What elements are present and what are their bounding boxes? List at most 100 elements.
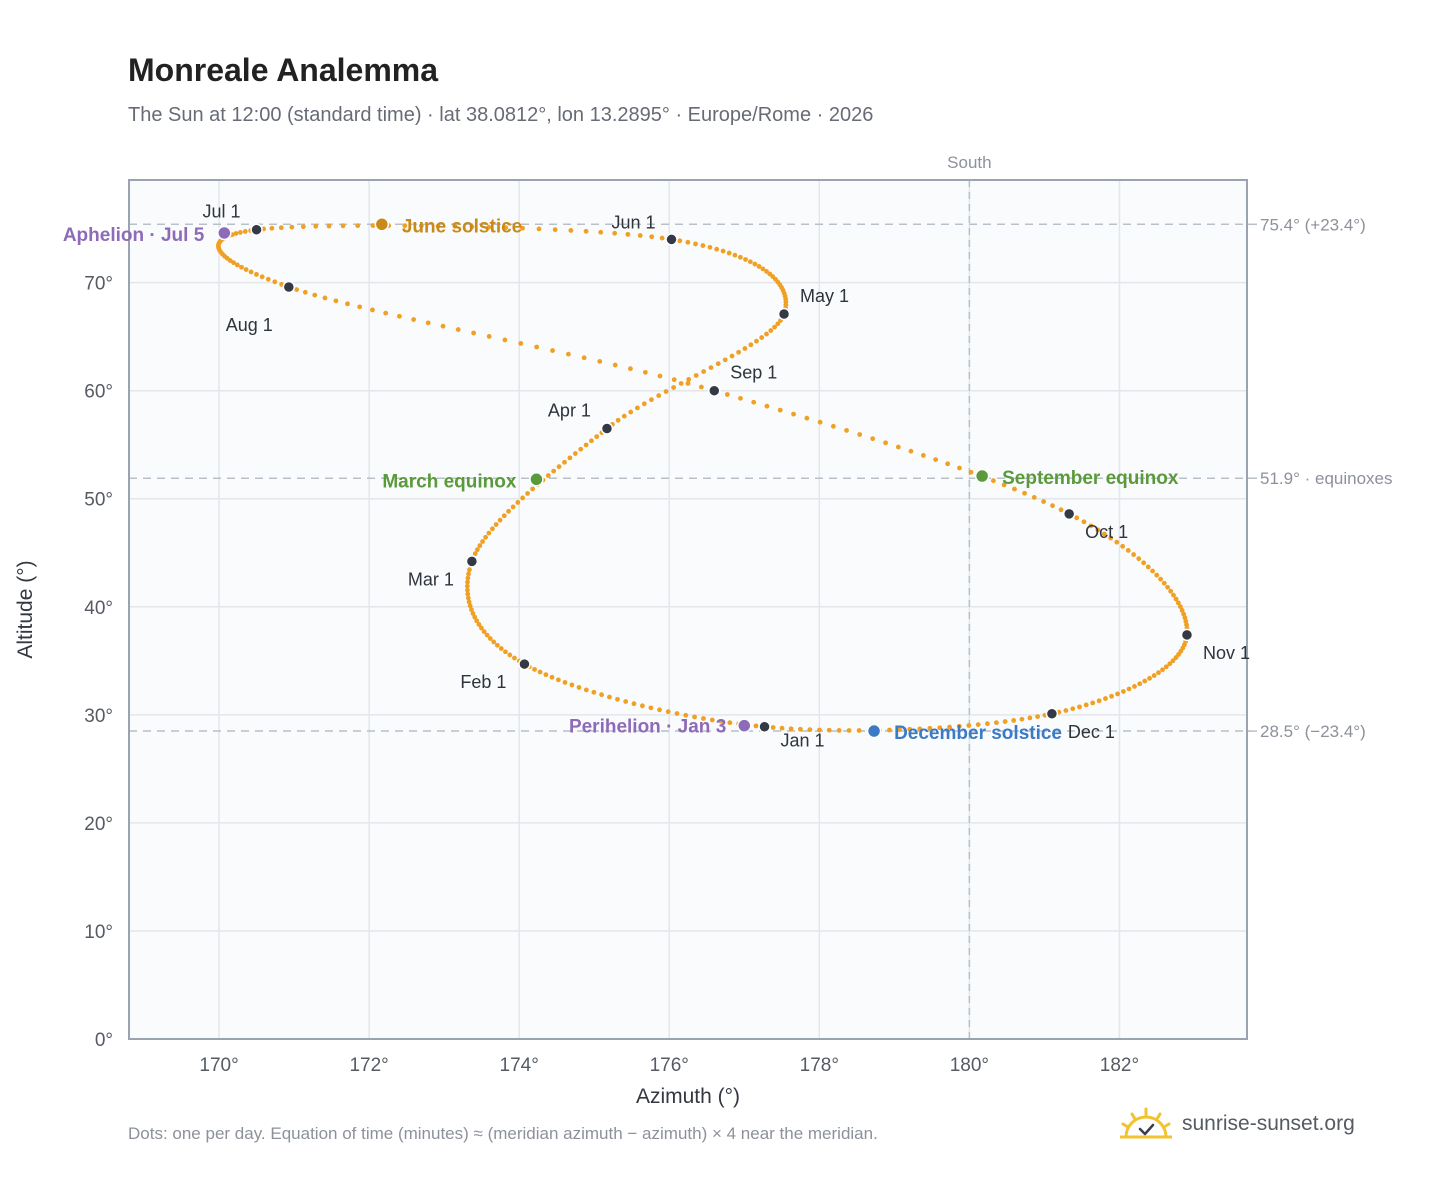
daily-sun-dot <box>663 389 669 394</box>
daily-sun-dot <box>515 500 521 505</box>
daily-sun-dot <box>665 709 671 715</box>
daily-sun-dot <box>836 727 842 733</box>
daily-sun-dot <box>254 271 259 277</box>
daily-sun-dot <box>754 338 759 344</box>
daily-sun-dot <box>326 223 332 229</box>
daily-sun-dot <box>525 491 530 496</box>
daily-sun-dot <box>1012 486 1017 492</box>
daily-sun-dot <box>243 267 249 272</box>
daily-sun-dot <box>493 522 499 527</box>
daily-sun-dot <box>628 409 634 415</box>
daily-sun-dot <box>556 464 562 470</box>
month-marker <box>282 280 296 294</box>
daily-sun-dot <box>715 361 721 367</box>
x-tick-label: 174° <box>500 1055 539 1076</box>
daily-sun-dot <box>300 224 306 230</box>
x-tick-label: 178° <box>800 1055 839 1076</box>
daily-sun-dot <box>1002 719 1008 724</box>
daily-sun-dot <box>1160 667 1165 673</box>
daily-sun-dot <box>685 380 691 386</box>
daily-sun-dot <box>465 575 471 581</box>
daily-sun-dot <box>642 369 648 375</box>
daily-sun-dot <box>1175 600 1181 606</box>
daily-sun-dot <box>699 384 704 390</box>
daily-sun-dot <box>479 625 484 631</box>
daily-sun-dot <box>474 547 480 553</box>
daily-sun-dot <box>1063 708 1069 713</box>
daily-sun-dot <box>530 486 536 492</box>
month-label: Apr 1 <box>548 401 591 421</box>
daily-sun-dot <box>1103 696 1108 701</box>
daily-sun-dot <box>1070 706 1076 712</box>
daily-sun-dot <box>1101 531 1107 537</box>
month-label: Jun 1 <box>611 212 655 232</box>
daily-sun-dot <box>671 385 677 390</box>
daily-sun-dot <box>472 551 478 557</box>
daily-sun-dot <box>770 725 776 730</box>
y-tick-label: 40° <box>84 598 113 619</box>
x-axis-label: Azimuth (°) <box>636 1085 740 1108</box>
brand-logo[interactable]: sunrise-sunset.org <box>1120 1104 1355 1144</box>
daily-sun-dot <box>370 223 376 228</box>
daily-sun-dot <box>628 366 633 372</box>
daily-sun-dot <box>736 349 742 355</box>
daily-sun-dot <box>693 241 698 247</box>
daily-sun-dot <box>302 289 308 295</box>
x-tick-label: 182° <box>1100 1055 1139 1076</box>
daily-sun-dot <box>701 369 707 374</box>
daily-sun-dot <box>612 230 618 236</box>
x-tick-label: 172° <box>349 1055 388 1076</box>
daily-sun-dot <box>477 543 483 549</box>
daily-sun-dot <box>726 250 732 256</box>
daily-sun-dot <box>502 337 508 343</box>
y-tick-label: 20° <box>84 814 113 835</box>
daily-sun-dot <box>751 399 757 405</box>
y-tick-label: 60° <box>84 382 113 403</box>
daily-sun-dot <box>510 504 516 510</box>
daily-sun-dot <box>583 228 589 234</box>
daily-sun-dot <box>907 726 913 732</box>
daily-sun-dot <box>817 419 823 425</box>
daily-sun-dot <box>748 342 754 348</box>
daily-sun-dot <box>501 513 507 519</box>
daily-sun-dot <box>233 231 239 236</box>
daily-sun-dot <box>497 517 503 523</box>
daily-sun-dot <box>1132 684 1137 689</box>
daily-sun-dot <box>639 703 645 709</box>
daily-sun-dot <box>1058 507 1064 513</box>
daily-sun-dot <box>738 395 743 401</box>
daily-sun-dot <box>1077 704 1082 710</box>
daily-sun-dot <box>242 229 248 234</box>
daily-sun-dot <box>937 725 943 731</box>
daily-sun-dot <box>397 313 402 319</box>
daily-sun-dot <box>1096 698 1102 704</box>
daily-sun-dot <box>534 344 540 350</box>
month-marker <box>665 233 678 246</box>
daily-sun-dot <box>248 269 254 275</box>
daily-sun-dot <box>555 677 561 683</box>
y-axis-label: Altitude (°) <box>14 560 37 658</box>
daily-sun-dot <box>707 244 713 250</box>
daily-sun-dot <box>484 632 490 638</box>
daily-sun-dot <box>895 444 901 450</box>
daily-sun-dot <box>562 680 568 685</box>
daily-sun-dot <box>764 331 769 337</box>
daily-sun-dot <box>752 261 758 267</box>
event-label: December solstice <box>894 723 1062 744</box>
daily-sun-dot <box>469 224 475 230</box>
daily-sun-dot <box>1141 560 1147 566</box>
daily-sun-dot <box>714 246 720 252</box>
y-tick-label: 0° <box>95 1030 113 1051</box>
daily-sun-dot <box>1095 527 1101 533</box>
daily-sun-dot <box>625 231 631 237</box>
daily-sun-dot <box>764 269 769 274</box>
reference-line-label: 28.5° (−23.4°) <box>1260 722 1366 741</box>
daily-sun-dot <box>543 672 549 678</box>
daily-sun-dot <box>465 591 471 597</box>
daily-sun-dot <box>678 381 684 386</box>
daily-sun-dot <box>470 610 476 616</box>
daily-sun-dot <box>237 230 243 235</box>
daily-sun-dot <box>945 461 951 467</box>
x-tick-label: 180° <box>950 1055 989 1076</box>
daily-sun-dot <box>729 353 735 359</box>
